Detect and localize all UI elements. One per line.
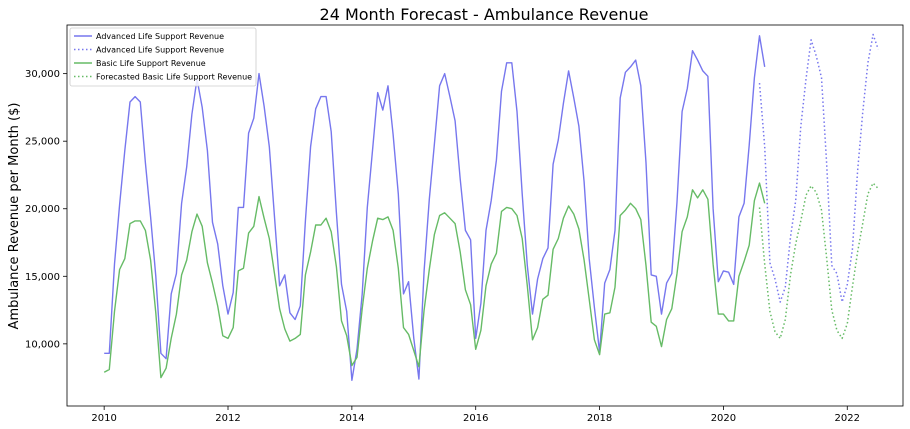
series-line-3 <box>758 182 879 340</box>
x-tick-label: 2012 <box>215 413 240 424</box>
y-tick-label: 15,000 <box>25 272 60 283</box>
x-tick-label: 2014 <box>339 413 364 424</box>
legend-box <box>69 27 257 87</box>
legend: Advanced Life Support Revenue Advanced Li… <box>69 27 257 87</box>
x-tick-label: 2018 <box>587 413 612 424</box>
y-tick-label: 20,000 <box>25 204 60 215</box>
y-tick-label: 10,000 <box>25 339 60 350</box>
legend-label: Basic Life Support Revenue <box>96 59 206 68</box>
plot-frame <box>66 24 904 407</box>
y-axis-label: Ambulance Revenue per Month ($) <box>7 103 22 330</box>
legend-label: Advanced Life Support Revenue <box>96 46 224 55</box>
y-tick-label: 30,000 <box>25 69 60 80</box>
x-tick-label: 2010 <box>91 413 116 424</box>
y-axis: 10,000 15,000 20,000 25,000 30,000 <box>25 69 67 350</box>
legend-label: Forecasted Basic Life Support Revenue <box>96 73 252 82</box>
series-line-1 <box>758 33 879 303</box>
plot-lines <box>103 33 879 381</box>
x-tick-label: 2016 <box>463 413 488 424</box>
series-line-2 <box>103 182 766 379</box>
series-line-0 <box>104 35 766 381</box>
x-axis: 2010 2012 2014 2016 2018 2020 2022 <box>91 406 860 424</box>
x-tick-label: 2022 <box>835 413 860 424</box>
legend-label: Advanced Life Support Revenue <box>96 32 224 41</box>
y-tick-label: 25,000 <box>25 137 60 148</box>
chart-title: 24 Month Forecast - Ambulance Revenue <box>320 5 649 24</box>
x-tick-label: 2020 <box>711 413 736 424</box>
